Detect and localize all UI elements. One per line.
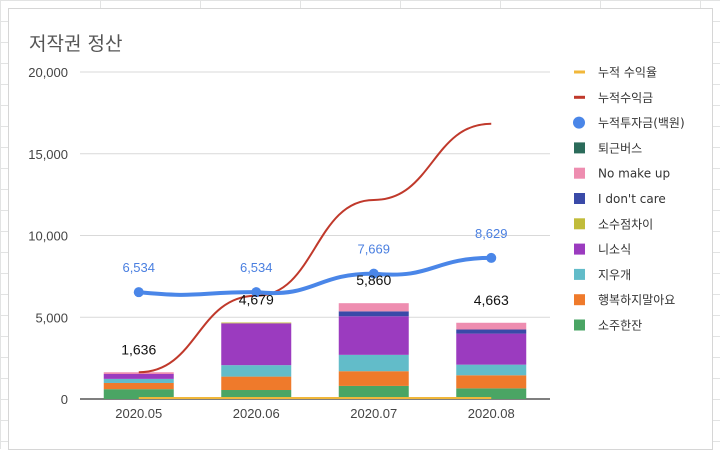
legend-label: 퇴근버스 <box>598 141 642 155</box>
data-label-total: 4,679 <box>239 291 274 307</box>
data-label-investment: 6,534 <box>122 260 155 275</box>
bar-segment[interactable] <box>338 385 409 399</box>
x-tick-label: 2020.07 <box>350 406 397 421</box>
legend-line-marker <box>574 70 585 74</box>
data-point-investment[interactable] <box>251 287 262 298</box>
bar-segment[interactable] <box>338 316 409 355</box>
bar-segment[interactable] <box>338 371 409 386</box>
bar-segment[interactable] <box>338 354 409 372</box>
legend-label: 누적수익금 <box>598 91 653 105</box>
bar-segment[interactable] <box>338 303 409 312</box>
data-label-investment: 8,629 <box>475 226 508 241</box>
legend-label: 누적투자금(백원) <box>598 116 685 130</box>
legend-square-marker <box>574 294 585 306</box>
x-tick-label: 2020.06 <box>233 406 280 421</box>
legend-label: I don't care <box>598 192 666 206</box>
data-label-total: 1,636 <box>121 341 156 357</box>
bar-segment[interactable] <box>456 322 527 330</box>
bar-segment[interactable] <box>103 389 174 399</box>
legend-label: 행복하지말아요 <box>598 292 675 307</box>
legend-square-marker <box>574 167 585 179</box>
legend-square-marker <box>574 268 585 280</box>
legend-label: 지우개 <box>598 268 631 282</box>
bar-segment[interactable] <box>456 329 527 334</box>
data-point-investment[interactable] <box>133 287 144 298</box>
y-tick-label: 20,000 <box>28 65 68 80</box>
x-tick-label: 2020.08 <box>468 406 515 421</box>
bar-segment[interactable] <box>221 390 292 399</box>
bar-segment[interactable] <box>103 373 174 379</box>
bar-segment[interactable] <box>338 311 409 317</box>
series-line-revenue <box>138 122 492 374</box>
data-label-investment: 6,534 <box>240 260 273 275</box>
legend-label: 소주한잔 <box>598 319 642 333</box>
bar-segment[interactable] <box>103 382 174 390</box>
data-point-investment[interactable] <box>486 252 497 263</box>
bar-segment[interactable] <box>221 376 292 391</box>
legend-square-marker <box>574 218 585 230</box>
y-tick-label: 10,000 <box>28 229 68 244</box>
legend-label: 누적 수익율 <box>598 66 657 80</box>
data-label-total: 4,663 <box>474 292 509 308</box>
legend-square-marker <box>574 193 585 204</box>
legend-square-marker <box>574 142 585 154</box>
series-line-investment <box>138 255 492 297</box>
legend-square-marker <box>574 319 585 331</box>
bar-segment[interactable] <box>103 378 174 383</box>
y-tick-label: 0 <box>61 392 68 407</box>
legend-square-marker <box>574 243 585 255</box>
y-tick-label: 5,000 <box>35 310 68 325</box>
data-label-investment: 7,669 <box>357 242 390 257</box>
y-tick-label: 15,000 <box>28 147 68 162</box>
bar-segment[interactable] <box>221 322 292 324</box>
bar-segment[interactable] <box>456 333 527 365</box>
legend-circle-marker <box>573 116 585 129</box>
legend-label: No make up <box>598 167 670 181</box>
data-point-investment[interactable] <box>368 268 379 279</box>
bar-segment[interactable] <box>456 364 527 376</box>
legend-line-marker <box>574 95 585 99</box>
bar-segment[interactable] <box>456 388 527 399</box>
bar-segment[interactable] <box>221 323 292 366</box>
legend-label: 니소식 <box>598 243 631 257</box>
bar-segment[interactable] <box>221 365 292 377</box>
x-tick-label: 2020.05 <box>115 406 162 421</box>
data-label-total: 5,860 <box>356 272 391 288</box>
bar-segment[interactable] <box>456 375 527 389</box>
chart-title: 저작권 정산 <box>29 33 123 55</box>
legend-label: 소수점차이 <box>598 217 653 231</box>
